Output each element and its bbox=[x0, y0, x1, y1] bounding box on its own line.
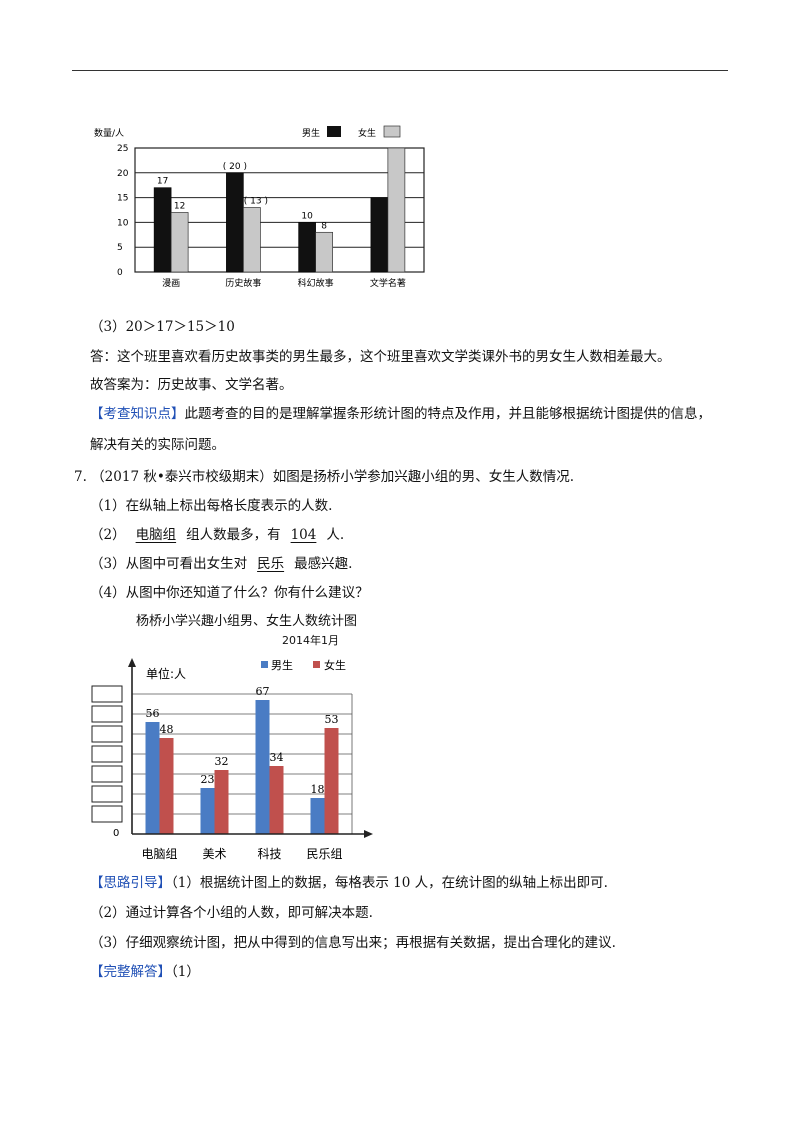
q7-2-prefix: （2） bbox=[90, 527, 126, 543]
chart1-data-label-male: 10 bbox=[301, 211, 313, 221]
chart1-bar-female bbox=[315, 231, 333, 273]
chart1-y-tick: 10 bbox=[117, 218, 129, 228]
chart2-category-label: 民乐组 bbox=[306, 847, 342, 861]
chart2-zero-label: 0 bbox=[113, 828, 119, 839]
text-line-ordering: （3）20＞17＞15＞10 bbox=[90, 319, 235, 335]
chart2-bar-female bbox=[324, 728, 339, 834]
chart1-y-tick: 5 bbox=[117, 243, 123, 253]
hint-text: （1）根据统计图上的数据，每格表示 10 人，在统计图的纵轴上标出即可. bbox=[171, 875, 608, 891]
chart2-blank-axis-box[interactable] bbox=[91, 765, 123, 783]
chart1-data-label-female: ( 13 ) bbox=[244, 197, 268, 207]
chart2-blank-axis-box[interactable] bbox=[91, 745, 123, 763]
chart2-blank-axis-box[interactable] bbox=[91, 805, 123, 823]
q7-3-answer: 民乐 bbox=[257, 556, 285, 572]
full-answer-tag: 【完整解答】 bbox=[90, 964, 171, 980]
chart2-category-label: 电脑组 bbox=[141, 847, 177, 861]
chart1-bar-male bbox=[153, 187, 172, 273]
question-7-part-1: （1）在纵轴上标出每格长度表示的人数. bbox=[90, 498, 333, 514]
chart1-data-label-male: 17 bbox=[157, 177, 168, 187]
chart2-bar-male bbox=[145, 722, 160, 834]
question-7: 7. （2017 秋•泰兴市校级期末）如图是扬桥小学参加兴趣小组的男、女生人数情… bbox=[74, 469, 575, 485]
chart2-data-label-female: 32 bbox=[215, 755, 229, 768]
chart-reading-preferences: 17 12 ( 20 ) ( 13 ) 10 8 数量/人 男生 女生 0 5 10 15 20 2… bbox=[94, 125, 425, 289]
question-7-part-4: （4）从图中你还知道了什么？你有什么建议？ bbox=[90, 585, 369, 601]
chart1-legend-male: 男生 bbox=[302, 127, 320, 139]
chart2-bar-female bbox=[214, 770, 229, 834]
full-answer-text: （1） bbox=[171, 964, 200, 980]
chart1-bar-female bbox=[170, 212, 189, 273]
q7-3-prefix: （3）从图中可看出女生对 bbox=[90, 556, 248, 572]
chart2-data-label-male: 18 bbox=[311, 783, 325, 796]
chart2-data-label-male: 67 bbox=[256, 685, 270, 698]
chart1-data-label-female: 8 bbox=[321, 221, 327, 231]
chart2-title: 杨桥小学兴趣小组男、女生人数统计图 bbox=[136, 614, 358, 629]
q7-2-answer-group: 电脑组 bbox=[135, 527, 177, 543]
chart2-unit: 单位:人 bbox=[146, 666, 186, 681]
chart2-x-arrow bbox=[364, 830, 373, 838]
hint-tag: 【思路引导】 bbox=[90, 875, 171, 891]
chart2-category-label: 科技 bbox=[257, 847, 281, 861]
header-rule bbox=[72, 70, 728, 71]
chart2-data-label-female: 34 bbox=[270, 751, 284, 764]
chart2-data-label-female: 53 bbox=[325, 713, 339, 726]
chart2-category-label: 美术 bbox=[202, 847, 226, 861]
chart1-legend-female: 女生 bbox=[358, 127, 376, 139]
chart2-legend-male-swatch bbox=[261, 661, 268, 668]
chart2-blank-axis-box[interactable] bbox=[91, 725, 123, 743]
full-answer-line: 【完整解答】（1） bbox=[90, 963, 200, 981]
chart1-legend-male-swatch bbox=[327, 126, 341, 137]
chart1-bar-female bbox=[243, 207, 261, 273]
chart2-bar-male bbox=[255, 700, 270, 834]
knowledge-point-line: 【考查知识点】此题考查的目的是理解掌握条形统计图的特点及作用，并且能够根据统计图… bbox=[90, 405, 711, 423]
chart1-y-tick: 15 bbox=[117, 194, 128, 204]
question-7-part-2: （2） 电脑组 组人数最多，有 104 人. bbox=[90, 526, 344, 544]
knowledge-point-continued: 解决有关的实际问题。 bbox=[90, 437, 225, 453]
chart1-bar-male bbox=[298, 222, 316, 273]
hint-line-3: （3）仔细观察统计图，把从中得到的信息写出来；再根据有关数据，提出合理化的建议. bbox=[90, 935, 616, 951]
chart1-bar-male bbox=[370, 197, 389, 273]
chart1-ylabel: 数量/人 bbox=[94, 127, 124, 139]
chart2-bar-female bbox=[269, 766, 284, 834]
chart1-data-label-male: ( 20 ) bbox=[223, 162, 247, 172]
chart2-subtitle: 2014年1月 bbox=[282, 634, 339, 647]
q7-2-suffix: 人. bbox=[326, 527, 345, 543]
chart2-legend-male: 男生 bbox=[271, 658, 293, 672]
knowledge-point-tag: 【考查知识点】 bbox=[90, 406, 185, 422]
chart1-category-label: 历史故事 bbox=[225, 277, 261, 289]
chart2-data-label-female: 48 bbox=[160, 723, 174, 736]
chart1-bar-female bbox=[387, 147, 406, 273]
hint-line: 【思路引导】（1）根据统计图上的数据，每格表示 10 人，在统计图的纵轴上标出即… bbox=[90, 874, 608, 892]
hint-line-2: （2）通过计算各个小组的人数，即可解决本题. bbox=[90, 905, 373, 921]
text-line-answer: 答：这个班里喜欢看历史故事类的男生最多，这个班里喜欢文学类课外书的男女生人数相差… bbox=[90, 349, 671, 365]
chart1-y-tick: 0 bbox=[117, 268, 123, 278]
chart2-y-arrow bbox=[128, 658, 136, 667]
chart1-category-label: 文学名著 bbox=[370, 277, 406, 289]
q7-3-suffix: 最感兴趣. bbox=[294, 556, 353, 572]
knowledge-point-text: 此题考查的目的是理解掌握条形统计图的特点及作用，并且能够根据统计图提供的信息， bbox=[184, 406, 712, 422]
q7-2-middle: 组人数最多，有 bbox=[186, 527, 281, 543]
chart2-blank-axis-box[interactable] bbox=[91, 705, 123, 723]
question-7-part-3: （3）从图中可看出女生对 民乐 最感兴趣. bbox=[90, 555, 352, 573]
chart1-y-tick: 20 bbox=[117, 169, 129, 179]
chart2-legend-female-swatch bbox=[313, 661, 320, 668]
chart1-bar-male bbox=[226, 172, 244, 273]
chart2-bar-male bbox=[200, 788, 215, 834]
chart1-category-label: 科幻故事 bbox=[298, 277, 334, 289]
chart2-bar-male bbox=[310, 798, 325, 834]
chart2-data-label-male: 56 bbox=[146, 707, 160, 720]
chart1-category-label: 漫画 bbox=[162, 277, 180, 289]
chart2-blank-axis-box[interactable] bbox=[91, 785, 123, 803]
chart1-y-tick: 25 bbox=[117, 144, 128, 154]
chart1-legend-female-swatch bbox=[383, 125, 401, 138]
chart2-data-label-male: 23 bbox=[201, 773, 215, 786]
q7-2-answer-count: 104 bbox=[290, 527, 317, 543]
chart1-plot-frame bbox=[134, 147, 425, 273]
chart2-bar-female bbox=[159, 738, 174, 834]
chart2-legend-female: 女生 bbox=[324, 658, 346, 672]
text-line-final-answer: 故答案为：历史故事、文学名著。 bbox=[90, 377, 293, 393]
chart2-blank-axis-box[interactable] bbox=[91, 685, 123, 703]
chart1-data-label-female: 12 bbox=[174, 201, 185, 211]
